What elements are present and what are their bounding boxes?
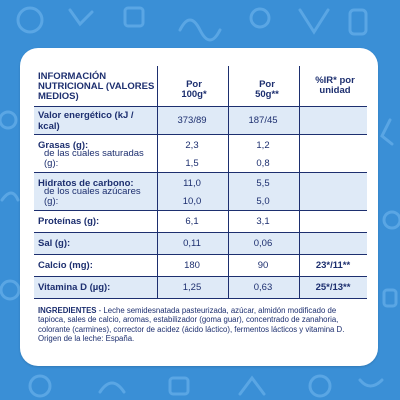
value-per-50g: 0,8 [256, 158, 270, 169]
table-header-label: INFORMACIÓN NUTRICIONAL (VALORES MEDIOS) [38, 71, 155, 102]
row-sublabel: de las cuales saturadas (g): [44, 148, 144, 169]
ingredients-list: - Leche semidesnatada pasteurizada, azúc… [38, 306, 345, 344]
value-per-100g: 10,0 [182, 196, 202, 207]
star-doodle [68, 8, 94, 27]
value-per-50g: 90 [257, 260, 269, 271]
col-header-ir-per-unit: %IR* por unidad [315, 75, 355, 96]
value-per-100g: 373/89 [177, 115, 207, 126]
value-per-100g: 2,3 [185, 140, 199, 151]
row-label: Calcio (mg): [38, 260, 93, 271]
value-per-50g: 1,2 [256, 140, 270, 151]
row-label: Hidratos de carbono: [38, 178, 134, 189]
value-per-100g: 11,0 [183, 178, 201, 189]
table-row: Hidratos de carbono: 11,0 5,5 de los cua… [34, 172, 367, 211]
value-per-50g: 0,06 [253, 238, 273, 249]
value-per-100g: 6,1 [185, 216, 199, 227]
value-ir-per-unit: 23*/11** [315, 260, 351, 271]
row-sublabel: de los cuales azúcares (g): [44, 186, 141, 207]
table-row: Vitamina D (µg): 1,25 0,63 25*/13** [34, 276, 367, 299]
ball-doodle [16, 6, 44, 34]
col-header-per-100g: Por 100g* [181, 79, 207, 100]
table-row: Valor energético (kJ / kcal) 373/89 187/… [34, 106, 367, 135]
table-row: Calcio (mg): 180 90 23*/11** [34, 254, 367, 277]
value-per-50g: 5,5 [256, 178, 270, 189]
value-per-50g: 3,1 [256, 216, 270, 227]
col-header-per-50g: Por 50g** [255, 79, 279, 100]
table-bottom-rule [34, 298, 367, 299]
table-row: Grasas (g): 2,3 1,2 de las cuales satura… [34, 134, 367, 173]
value-per-100g: 180 [184, 260, 200, 271]
row-label: Sal (g): [38, 238, 71, 249]
value-per-100g: 1,25 [182, 282, 202, 293]
wave-doodle [178, 18, 222, 42]
ingredients-title: INGREDIENTES [38, 306, 97, 315]
value-per-100g: 1,5 [185, 158, 199, 169]
row-label: Valor energético (kJ / kcal) [38, 110, 134, 132]
ingredients-text: INGREDIENTES - Leche semidesnatada paste… [38, 306, 360, 344]
value-per-50g: 0,63 [253, 282, 273, 293]
value-per-100g: 0,11 [183, 238, 201, 249]
row-label: Vitamina D (µg): [38, 282, 111, 293]
box-doodle [123, 6, 145, 28]
row-label: Proteínas (g): [38, 216, 100, 227]
column-divider [157, 66, 158, 298]
column-divider [228, 66, 229, 298]
row-label: Grasas (g): [38, 140, 89, 151]
table-row: Proteínas (g): 6,1 3,1 [34, 210, 367, 233]
value-per-50g: 5,0 [256, 196, 270, 207]
column-divider [299, 66, 300, 298]
table-row: Sal (g): 0,11 0,06 [34, 232, 367, 255]
value-ir-per-unit: 25*/13** [315, 282, 351, 293]
value-per-50g: 187/45 [248, 115, 278, 126]
